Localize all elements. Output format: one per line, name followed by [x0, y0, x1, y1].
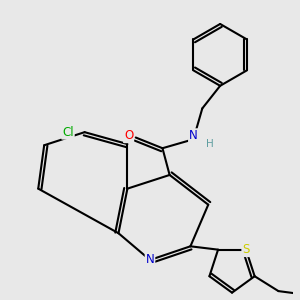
- Text: O: O: [124, 129, 133, 142]
- Text: S: S: [242, 243, 250, 256]
- Text: H: H: [206, 139, 214, 149]
- Text: N: N: [189, 129, 198, 142]
- Text: N: N: [146, 254, 154, 266]
- Text: Cl: Cl: [62, 126, 74, 139]
